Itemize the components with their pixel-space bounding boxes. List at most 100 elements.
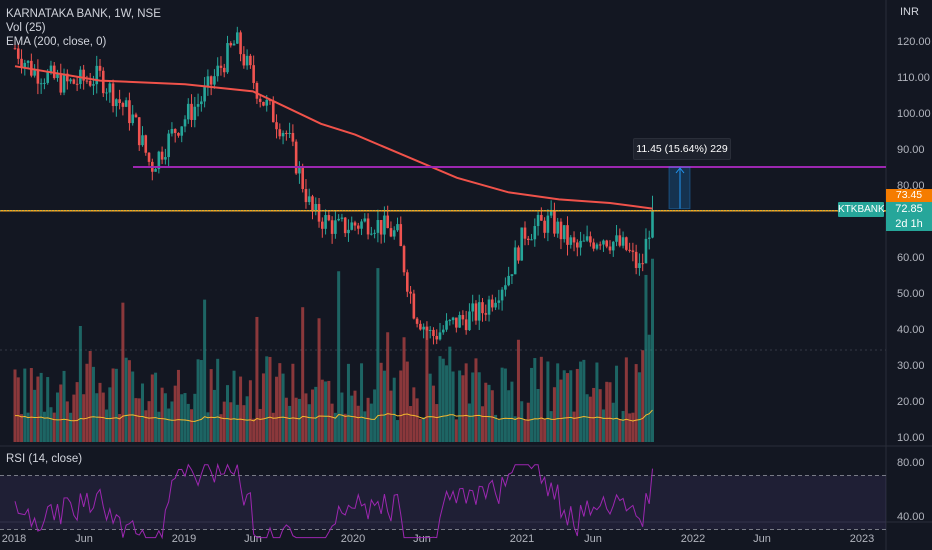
candle-body	[402, 246, 406, 273]
volume-bar	[193, 393, 197, 442]
candle	[206, 69, 210, 96]
candle	[327, 210, 331, 222]
volume-bar	[147, 401, 151, 442]
candle-body	[304, 188, 308, 203]
volume-bar	[631, 412, 635, 442]
volume-bar	[85, 363, 89, 442]
candle	[304, 179, 308, 209]
volume-bar	[445, 365, 449, 442]
candle	[98, 58, 102, 77]
candle	[553, 202, 556, 237]
volume-bar	[353, 390, 357, 442]
candle-body	[294, 141, 298, 174]
volume-bar	[186, 403, 190, 442]
candle-body	[343, 217, 347, 234]
candle	[26, 60, 30, 69]
volume-bar	[333, 412, 337, 442]
volume-bar	[23, 368, 27, 442]
volume-bar	[167, 408, 171, 442]
candle-body	[533, 226, 537, 240]
candle-body	[432, 329, 435, 336]
time-tick-label: Jun	[584, 533, 602, 545]
volume-bar	[644, 274, 648, 442]
candle	[383, 206, 386, 243]
volume-bar	[284, 397, 288, 442]
candle	[438, 323, 442, 341]
price-tick-label: 30.00	[897, 360, 925, 372]
chart-legend-title: KARNATAKA BANK, 1W, NSE	[6, 8, 161, 20]
volume-bar	[346, 363, 350, 442]
candle-body	[193, 106, 197, 120]
candle	[549, 200, 553, 219]
candle	[386, 205, 389, 229]
candle	[324, 209, 327, 235]
candle	[510, 274, 514, 285]
volume-bar	[363, 411, 367, 442]
price-tick-label: 10.00	[897, 432, 925, 444]
candle-body	[229, 43, 233, 46]
candle-body	[458, 315, 461, 328]
candle	[124, 97, 128, 108]
candle	[160, 146, 164, 165]
time-tick-label: Jun	[75, 533, 93, 545]
candle-body	[340, 217, 344, 219]
volume-bar	[199, 360, 203, 442]
candle-body	[43, 82, 46, 84]
volume-bar	[265, 356, 269, 442]
candle	[177, 132, 180, 138]
volume-bar	[467, 403, 471, 442]
candle	[363, 213, 367, 223]
candle-body	[399, 224, 403, 247]
volume-bar	[435, 404, 439, 442]
candle	[592, 238, 595, 252]
candle	[366, 213, 370, 240]
volume-bar	[418, 419, 422, 442]
candle-body	[406, 272, 409, 292]
candle-body	[39, 83, 43, 85]
candle	[245, 49, 249, 70]
candle	[307, 188, 311, 206]
candle-body	[275, 122, 278, 130]
candle-body	[572, 237, 576, 243]
volume-bar	[598, 389, 602, 442]
candle-body	[477, 302, 481, 321]
candle	[536, 211, 540, 236]
volume-bar	[399, 370, 403, 442]
candle	[229, 41, 233, 48]
volume-bar	[634, 364, 638, 442]
candle	[631, 242, 635, 262]
candle	[278, 123, 282, 140]
candle	[428, 326, 432, 339]
candle	[252, 55, 255, 90]
volume-bar	[601, 409, 605, 442]
candle	[340, 213, 344, 222]
candle	[392, 226, 396, 240]
candle	[183, 115, 187, 133]
candle	[461, 310, 465, 326]
candle-body	[510, 274, 514, 276]
volume-bar	[566, 373, 569, 442]
candle	[216, 57, 219, 82]
volume-bar	[330, 403, 334, 442]
candle-body	[147, 152, 151, 162]
currency-label: INR	[900, 6, 919, 18]
rsi-line	[14, 462, 653, 540]
candle	[311, 194, 314, 220]
candle	[415, 316, 419, 328]
candle-body	[226, 43, 229, 73]
candle	[373, 229, 376, 239]
volume-legend: Vol (25)	[6, 22, 46, 34]
candle-body	[523, 227, 527, 239]
volume-bar	[311, 389, 314, 442]
candle	[556, 217, 559, 238]
candle	[88, 72, 92, 88]
volume-bar	[373, 389, 377, 442]
volume-bar	[216, 358, 220, 442]
candle	[406, 269, 409, 298]
time-tick-label: 2022	[681, 533, 705, 545]
candle-body	[170, 129, 174, 134]
volume-bar	[428, 373, 432, 442]
candle-body	[95, 65, 99, 85]
volume-bar	[42, 411, 46, 442]
